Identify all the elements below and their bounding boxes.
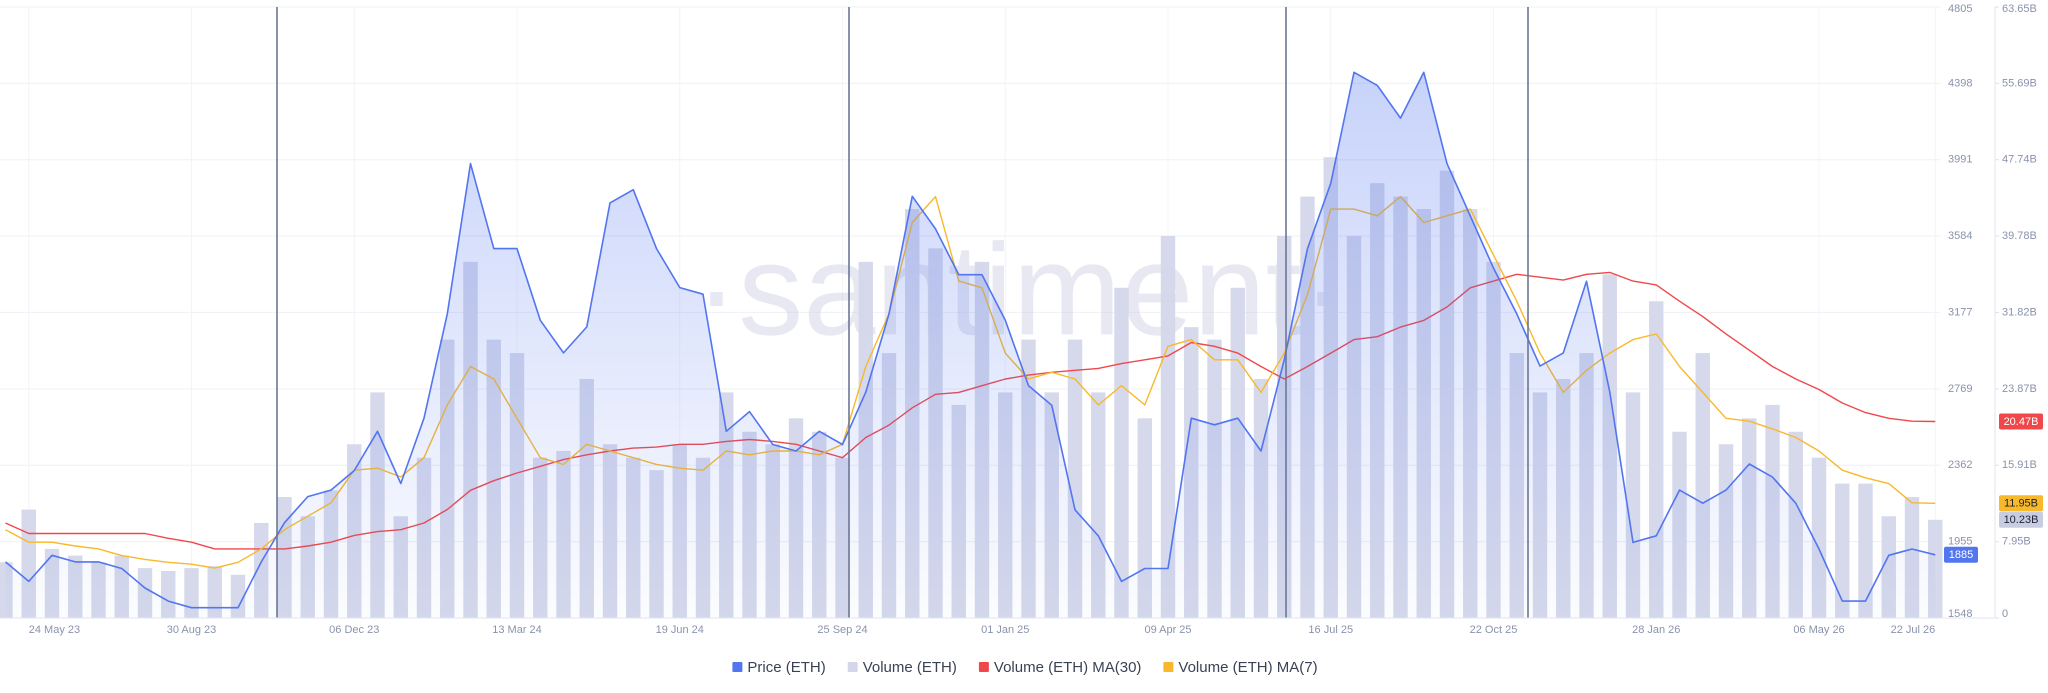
y2-tick-label: 39.78B xyxy=(2002,230,2037,242)
y2-tick-label: 47.74B xyxy=(2002,154,2037,166)
legend-item: Price (ETH) xyxy=(732,659,826,676)
legend-item: Volume (ETH) MA(30) xyxy=(978,659,1142,676)
legend: Price (ETH) Volume (ETH) Volume (ETH) MA(3… xyxy=(732,659,1318,676)
y-tick-label: 4805 xyxy=(1948,3,1972,15)
y2-tick-label: 63.65B xyxy=(2002,3,2037,15)
x-tick-label: 06 Dec 23 xyxy=(329,624,379,636)
axes: 1548 1955 2362 2769 3177 3584 3991 4398 4805 0 7.9… xyxy=(0,3,2043,636)
legend-swatch xyxy=(1163,662,1174,672)
watermark: ·santiment· xyxy=(695,216,1345,362)
y2-tick-label: 23.87B xyxy=(2002,383,2037,395)
badge-label: 20.47B xyxy=(2004,416,2039,428)
y-tick-label: 1955 xyxy=(1948,536,1972,548)
x-tick-label: 25 Sep 24 xyxy=(817,624,867,636)
legend-swatch xyxy=(732,662,743,672)
y-tick-label: 2769 xyxy=(1948,383,1972,395)
series-line xyxy=(4,71,1936,609)
x-tick-label: 01 Jan 25 xyxy=(981,624,1029,636)
y-tick-label: 3991 xyxy=(1948,154,1972,166)
volume-bar xyxy=(207,566,222,618)
volume-bar xyxy=(1160,235,1176,618)
lines xyxy=(4,71,1936,619)
badge-bg xyxy=(1999,511,2043,528)
badge-label: 1885 xyxy=(1949,549,1973,561)
value-badge: 10.23B xyxy=(1999,511,2043,528)
badge-label: 10.23B xyxy=(2004,514,2039,526)
x-tick-label: 16 Jul 25 xyxy=(1308,624,1353,636)
legend-label: Price (ETH) xyxy=(747,659,825,676)
badge-bg xyxy=(1999,413,2043,430)
x-tick-label: 19 Jun 24 xyxy=(656,624,704,636)
x-tick-label: 24 May 23 xyxy=(29,624,80,636)
volume-bar xyxy=(184,568,199,618)
value-badge: 11.95B xyxy=(1999,495,2043,512)
volume-bar xyxy=(1835,483,1850,618)
legend-item: Volume (ETH) xyxy=(847,659,957,676)
legend-label: Volume (ETH) xyxy=(863,659,957,676)
x-tick-label: 22 Jul 26 xyxy=(1891,624,1936,636)
value-badge: 1885 xyxy=(1944,546,1978,563)
x-tick-label: 28 Jan 26 xyxy=(1632,624,1680,636)
legend-swatch xyxy=(847,662,858,672)
y2-tick-label: 7.95B xyxy=(2002,536,2031,548)
legend-label: Volume (ETH) MA(7) xyxy=(1178,659,1317,676)
badge-bg xyxy=(1944,546,1978,563)
x-tick-label: 22 Oct 25 xyxy=(1470,624,1518,636)
x-tick-label: 09 Apr 25 xyxy=(1144,624,1191,636)
volume-bar xyxy=(1114,287,1129,618)
y-tick-label: 3177 xyxy=(1948,306,1972,318)
y2-tick-label: 55.69B xyxy=(2002,77,2037,89)
y-tick-label: 2362 xyxy=(1948,459,1972,471)
volume-bar xyxy=(1858,483,1873,618)
y-tick-label: 4398 xyxy=(1948,77,1972,89)
legend-item: Volume (ETH) MA(7) xyxy=(1163,659,1318,676)
x-tick-label: 06 May 26 xyxy=(1793,624,1844,636)
x-tick-label: 13 Mar 24 xyxy=(492,624,542,636)
y2-tick-label: 31.82B xyxy=(2002,306,2037,318)
y2-tick-label: 0 xyxy=(2002,608,2008,620)
badge-label: 11.95B xyxy=(2004,498,2038,510)
y-tick-label: 1548 xyxy=(1948,608,1972,620)
price-area xyxy=(5,72,1936,619)
legend-label: Volume (ETH) MA(30) xyxy=(994,659,1142,676)
event-lines xyxy=(276,7,1529,618)
badge-bg xyxy=(1999,495,2043,512)
x-tick-label: 30 Aug 23 xyxy=(167,624,217,636)
y-tick-label: 3584 xyxy=(1948,230,1972,242)
value-badge: 20.47B xyxy=(1999,413,2043,430)
y2-tick-label: 15.91B xyxy=(2002,459,2037,471)
legend-swatch xyxy=(978,662,989,672)
